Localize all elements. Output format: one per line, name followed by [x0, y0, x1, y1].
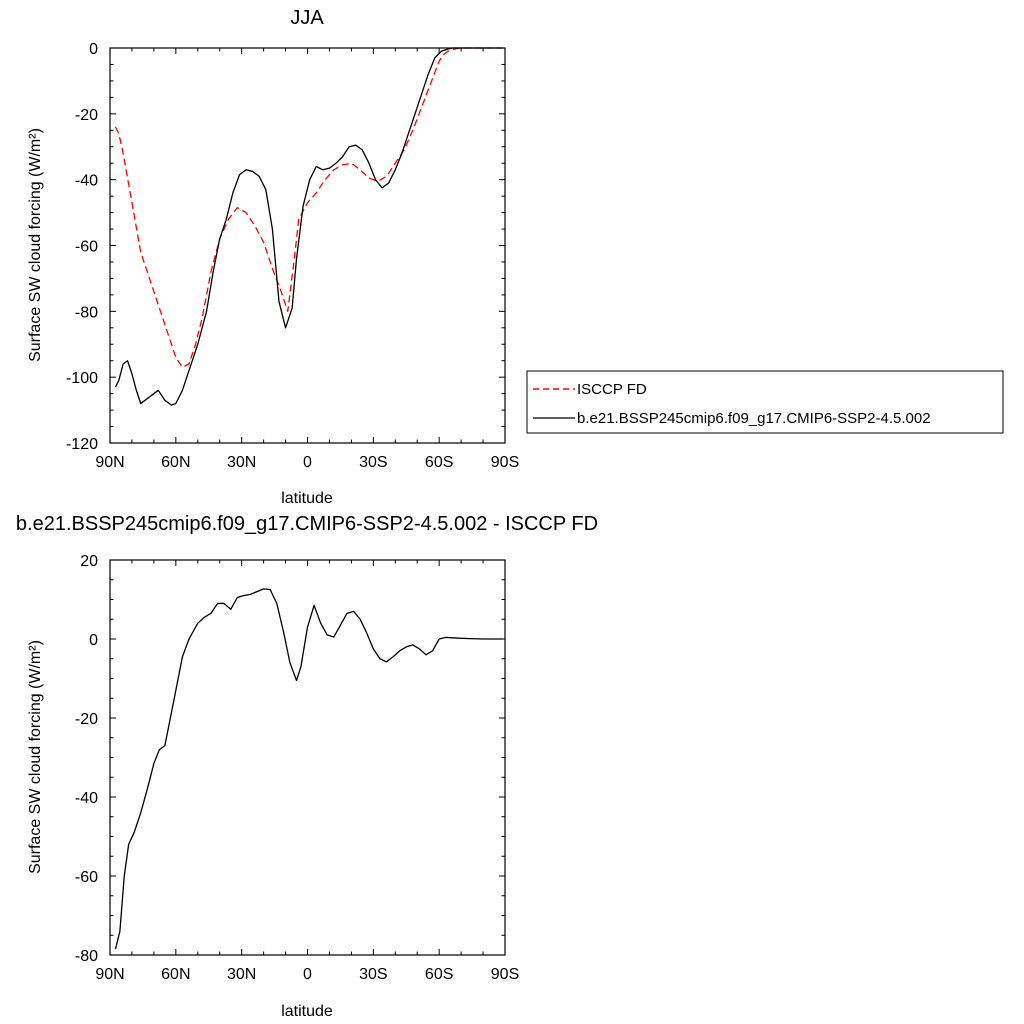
top-y-tick-label: 0: [89, 41, 98, 58]
top-chart-title: JJA: [290, 7, 324, 29]
bottom-x-tick-label: 30N: [227, 966, 256, 983]
bottom-x-tick-label: 0: [303, 966, 312, 983]
legend: ISCCP FD b.e21.BSSP245cmip6.f09_g17.CMIP…: [526, 370, 1004, 434]
bottom-plot-frame: [109, 559, 506, 956]
top-y-tick-label: -120: [66, 436, 98, 453]
top-x-tick-label: 90N: [95, 454, 124, 471]
bottom-y-tick-label: -40: [75, 790, 98, 807]
top-plot-area: 90N 60N 30N 0 30S 60S 90S -120 -100 -80 -60 -40 -20 0: [66, 41, 519, 471]
top-x-tick-label: 90S: [491, 454, 519, 471]
legend-box: [526, 370, 1004, 434]
top-x-tick-label: 0: [303, 454, 312, 471]
top-plot-frame: [109, 47, 506, 444]
top-y-tick-label: -100: [66, 370, 98, 387]
top-chart: JJA 90N 60N 30N 0 30S 60S 90S -120 -100 -80 -60 -40…: [27, 7, 519, 507]
bottom-y-axis-label: Surface SW cloud forcing (W/m²): [27, 640, 44, 874]
top-x-tick-label: 30S: [359, 454, 387, 471]
bottom-y-tick-label: -60: [75, 869, 98, 886]
legend-label-isccp: ISCCP FD: [577, 381, 647, 398]
bottom-chart: b.e21.BSSP245cmip6.f09_g17.CMIP6-SSP2-4.…: [16, 513, 598, 1020]
top-x-axis-label: latitude: [281, 490, 333, 507]
bottom-y-tick-label: 0: [89, 632, 98, 649]
bottom-x-tick-label: 60N: [161, 966, 190, 983]
bottom-chart-title: b.e21.BSSP245cmip6.f09_g17.CMIP6-SSP2-4.…: [16, 513, 598, 535]
top-x-tick-label: 60S: [425, 454, 453, 471]
top-x-tick-label: 60N: [161, 454, 190, 471]
top-x-tick-label: 30N: [227, 454, 256, 471]
top-y-tick-label: -80: [75, 304, 98, 321]
top-series-line-0: [114, 47, 503, 368]
bottom-y-tick-label: 20: [80, 553, 98, 570]
legend-label-model: b.e21.BSSP245cmip6.f09_g17.CMIP6-SSP2-4.…: [577, 410, 931, 427]
bottom-plot-area: 90N 60N 30N 0 30S 60S 90S -80 -60 -40 -20 0 20: [75, 553, 519, 983]
bottom-series-line-0: [114, 588, 503, 950]
bottom-y-tick-label: -80: [75, 948, 98, 965]
bottom-x-tick-label: 90N: [95, 966, 124, 983]
bottom-x-tick-label: 60S: [425, 966, 453, 983]
bottom-x-tick-label: 30S: [359, 966, 387, 983]
bottom-x-tick-label: 90S: [491, 966, 519, 983]
bottom-y-tick-label: -20: [75, 711, 98, 728]
top-y-tick-label: -20: [75, 107, 98, 124]
top-y-axis-label: Surface SW cloud forcing (W/m²): [27, 128, 44, 362]
top-y-tick-label: -60: [75, 239, 98, 256]
top-series-line-1: [114, 47, 503, 406]
top-y-tick-label: -40: [75, 173, 98, 190]
bottom-x-axis-label: latitude: [281, 1003, 333, 1020]
